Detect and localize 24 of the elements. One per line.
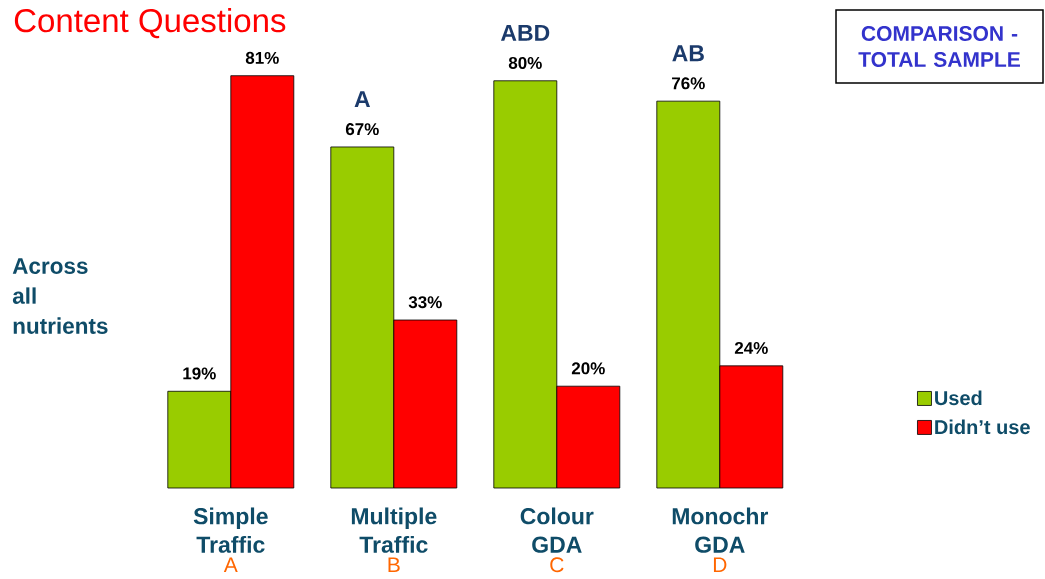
x-tick-label: Monochr GDA xyxy=(672,507,769,553)
data-label: 33% xyxy=(408,296,442,309)
legend-label: Didn’t use xyxy=(935,419,1030,435)
data-label: 19% xyxy=(183,367,216,380)
chart-title: Content Questions xyxy=(14,8,286,39)
data-label: 76% xyxy=(672,77,705,90)
text: C xyxy=(550,557,564,573)
text: B xyxy=(388,557,400,572)
annotation: ABD xyxy=(500,24,550,41)
x-tick-label: Multiple Traffic xyxy=(351,507,437,553)
x-tick-label: Colour GDA xyxy=(520,507,594,553)
annotation: AB xyxy=(672,45,704,62)
y-axis-title: Across all nutrients xyxy=(12,258,108,334)
x-tick-label: Simple Traffic xyxy=(193,507,268,553)
text: COMPARISON - TOTAL SAMPLE xyxy=(858,26,1020,67)
annotation: A xyxy=(354,91,371,107)
data-label: 81% xyxy=(245,51,279,64)
text: A xyxy=(223,557,238,572)
data-label: 20% xyxy=(571,362,605,375)
data-label: 67% xyxy=(345,123,379,136)
data-label: 80% xyxy=(508,56,542,69)
text: D xyxy=(713,557,727,572)
data-label: 24% xyxy=(734,341,768,354)
legend-label: Used xyxy=(935,390,982,406)
